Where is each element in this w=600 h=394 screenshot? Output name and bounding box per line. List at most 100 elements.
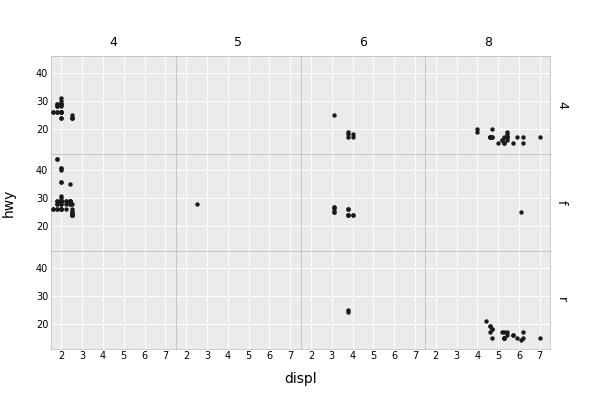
Point [52, 109, 62, 115]
Text: displ: displ [284, 372, 317, 386]
Point [61, 201, 70, 207]
Point [329, 209, 338, 216]
Point [56, 192, 66, 199]
Point [56, 206, 66, 213]
Point [52, 156, 62, 162]
Point [67, 212, 77, 218]
Point [344, 206, 353, 213]
Point [516, 209, 526, 216]
Point [52, 198, 62, 204]
Point [52, 201, 62, 207]
Point [344, 131, 353, 138]
Point [329, 204, 338, 210]
Point [52, 109, 62, 115]
Point [65, 198, 74, 204]
Text: 8: 8 [484, 37, 492, 49]
Point [56, 95, 66, 101]
Point [61, 206, 70, 213]
Point [500, 335, 509, 341]
Point [56, 198, 66, 204]
Point [518, 134, 528, 140]
Point [67, 206, 77, 213]
Point [56, 198, 66, 204]
Text: 4: 4 [555, 101, 568, 109]
Point [67, 212, 77, 218]
Point [67, 209, 77, 216]
Point [485, 323, 494, 329]
Point [56, 109, 66, 115]
Point [344, 212, 353, 218]
Point [56, 201, 66, 207]
Point [65, 201, 74, 207]
Point [502, 329, 511, 335]
Point [56, 165, 66, 171]
Point [61, 198, 70, 204]
Point [52, 100, 62, 107]
Point [56, 109, 66, 115]
Point [481, 318, 491, 324]
Point [67, 114, 77, 121]
Point [65, 201, 74, 207]
Point [518, 335, 528, 341]
Point [348, 212, 358, 218]
Point [52, 103, 62, 110]
Point [344, 307, 353, 313]
Point [329, 209, 338, 216]
Point [48, 206, 58, 213]
Point [56, 178, 66, 185]
Point [48, 109, 58, 115]
Point [56, 206, 66, 213]
Point [500, 139, 509, 146]
Point [500, 134, 509, 140]
Point [485, 323, 494, 329]
Point [502, 134, 511, 140]
Point [502, 128, 511, 135]
Point [493, 139, 503, 146]
Point [52, 156, 62, 162]
Point [500, 139, 509, 146]
Point [65, 198, 74, 204]
Point [67, 212, 77, 218]
Point [67, 201, 77, 207]
Point [502, 134, 511, 140]
Point [56, 206, 66, 213]
Point [56, 100, 66, 107]
Text: hwy: hwy [2, 188, 16, 217]
Point [344, 134, 353, 140]
Point [56, 114, 66, 121]
Point [344, 206, 353, 213]
Point [344, 212, 353, 218]
Point [67, 212, 77, 218]
Point [65, 198, 74, 204]
Point [56, 195, 66, 201]
Point [67, 209, 77, 216]
Point [497, 137, 507, 143]
Point [502, 134, 511, 140]
Point [497, 137, 507, 143]
Point [497, 329, 507, 335]
Point [56, 198, 66, 204]
Point [485, 134, 494, 140]
Point [487, 335, 497, 341]
Point [473, 128, 482, 135]
Point [65, 198, 74, 204]
Point [56, 98, 66, 104]
Point [512, 134, 522, 140]
Point [56, 109, 66, 115]
Point [52, 206, 62, 213]
Point [485, 134, 494, 140]
Point [65, 198, 74, 204]
Point [67, 212, 77, 218]
Point [348, 131, 358, 138]
Point [56, 206, 66, 213]
Text: r: r [555, 297, 568, 303]
Point [500, 335, 509, 341]
Point [56, 103, 66, 110]
Point [56, 109, 66, 115]
Point [329, 204, 338, 210]
Point [508, 332, 518, 338]
Text: 5: 5 [234, 37, 242, 49]
Point [348, 212, 358, 218]
Text: 6: 6 [359, 37, 367, 49]
Text: 4: 4 [109, 37, 118, 49]
